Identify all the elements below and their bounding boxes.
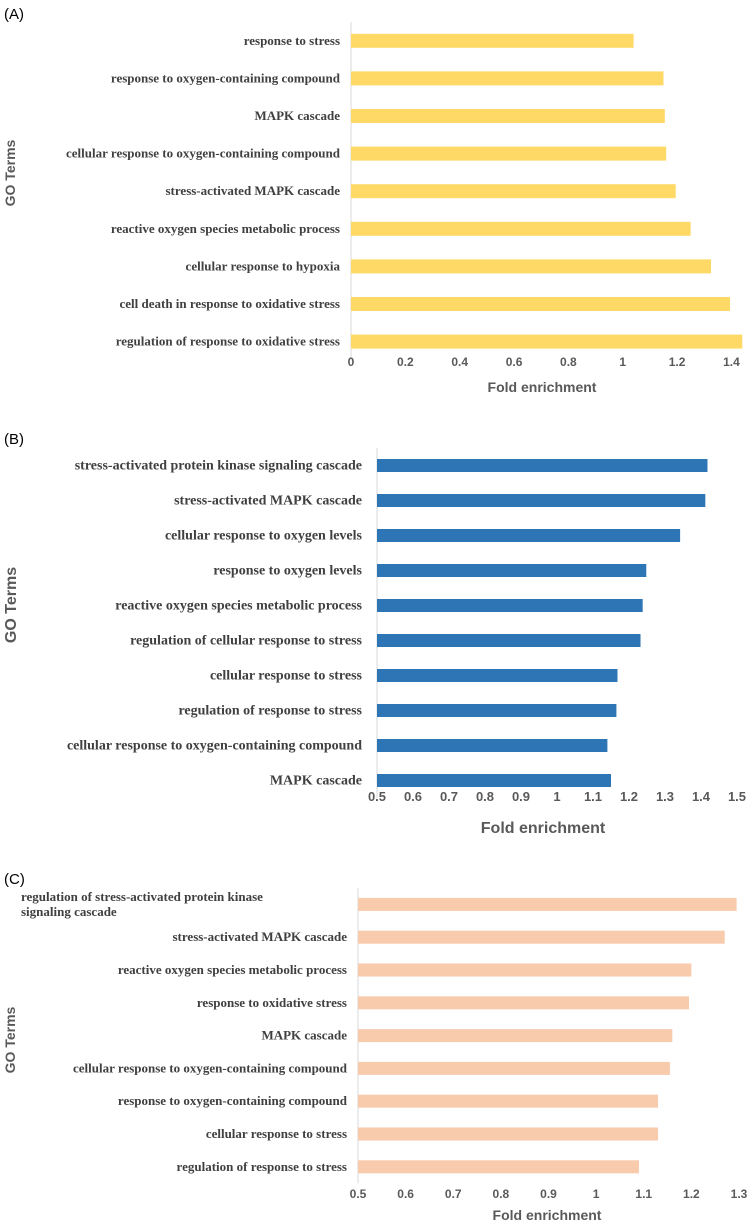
category-label: regulation of response to oxidative stre… xyxy=(116,334,340,349)
bar-cellular-response-to-oxygen-levels xyxy=(377,529,681,542)
x-tick-label: 1.1 xyxy=(584,789,602,804)
bar-cellular-response-to-oxygen-containing-compound xyxy=(377,739,608,752)
x-tick-label: 0.7 xyxy=(445,1187,462,1201)
category-label: regulation of response to stress xyxy=(178,704,362,719)
bar-stress-activated-mapk-cascade xyxy=(377,494,706,507)
category-label: response to oxidative stress xyxy=(197,995,347,1010)
bar-regulation-of-response-to-stress xyxy=(358,1160,639,1174)
bar-stress-activated-mapk-cascade xyxy=(351,184,676,199)
category-label-line: regulation of stress-activated protein k… xyxy=(21,889,263,904)
category-label: stress-activated MAPK cascade xyxy=(173,929,348,944)
x-tick-label: 0.6 xyxy=(397,1187,414,1201)
bar-response-to-oxidative-stress xyxy=(358,996,689,1010)
panel-a-x-axis-title: Fold enrichment xyxy=(488,379,597,395)
bar-response-to-stress xyxy=(351,33,634,48)
x-tick-label: 1.2 xyxy=(620,789,638,804)
category-label: stress-activated MAPK cascade xyxy=(166,183,341,198)
x-tick-label: 0.5 xyxy=(350,1187,367,1201)
bar-stress-activated-mapk-cascade xyxy=(358,930,725,944)
x-tick-label: 1.4 xyxy=(692,789,711,804)
bar-reactive-oxygen-species-metabolic-process xyxy=(351,221,691,236)
category-label: reactive oxygen species metabolic proces… xyxy=(115,599,362,614)
bar-response-to-oxygen-containing-compound xyxy=(351,71,664,86)
panel-b-y-axis-title: GO Terms xyxy=(3,567,20,643)
bar-response-to-oxygen-levels xyxy=(377,564,647,577)
category-label: response to oxygen-containing compound xyxy=(111,70,341,85)
bar-regulation-of-response-to-oxidative-stress xyxy=(351,334,743,349)
category-label: response to oxygen levels xyxy=(213,564,362,579)
bar-cellular-response-to-stress xyxy=(377,669,618,682)
panel-c: (C) GO Terms Fold enrichment regulation … xyxy=(2,871,748,1223)
x-tick-label: 0.9 xyxy=(512,789,530,804)
panel-c-x-axis-title: Fold enrichment xyxy=(493,1207,602,1223)
bar-mapk-cascade xyxy=(377,774,611,787)
panel-c-y-axis-title: GO Terms xyxy=(2,1006,18,1073)
bar-mapk-cascade xyxy=(351,109,665,123)
x-tick-label: 1.1 xyxy=(635,1187,652,1201)
category-label: cellular response to oxygen-containing c… xyxy=(73,1060,348,1075)
bar-cellular-response-to-oxygen-containing-compound xyxy=(351,146,667,161)
bar-mapk-cascade xyxy=(358,1029,673,1043)
category-label: MAPK cascade xyxy=(270,774,362,789)
x-tick-label: 0.6 xyxy=(506,355,523,369)
x-tick-label: 0.6 xyxy=(404,789,422,804)
bar-stress-activated-protein-kinase-signaling-cascade xyxy=(377,459,708,472)
x-tick-label: 1 xyxy=(619,355,626,369)
category-label: MAPK cascade xyxy=(254,108,340,123)
panel-b: (B) GO Terms Fold enrichment stress-acti… xyxy=(3,431,746,837)
x-tick-label: 1 xyxy=(553,789,560,804)
x-tick-label: 1.5 xyxy=(728,789,746,804)
category-label: cell death in response to oxidative stre… xyxy=(119,296,340,311)
x-tick-label: 0.2 xyxy=(397,355,414,369)
category-label: reactive oxygen species metabolic proces… xyxy=(118,962,347,977)
category-label: regulation of response to stress xyxy=(177,1159,347,1174)
panel-b-label: (B) xyxy=(4,431,24,448)
x-tick-label: 0 xyxy=(348,355,355,369)
category-label: response to oxygen-containing compound xyxy=(118,1093,348,1108)
x-tick-label: 0.8 xyxy=(493,1187,510,1201)
category-label: cellular response to stress xyxy=(210,669,363,684)
category-label: cellular response to oxygen-containing c… xyxy=(66,146,341,161)
x-tick-label: 1.2 xyxy=(683,1187,700,1201)
bar-reactive-oxygen-species-metabolic-process xyxy=(377,599,643,612)
x-tick-label: 0.9 xyxy=(540,1187,557,1201)
x-tick-label: 0.8 xyxy=(560,355,577,369)
x-tick-label: 0.7 xyxy=(440,789,458,804)
panel-a-label: (A) xyxy=(4,6,24,23)
category-label: stress-activated MAPK cascade xyxy=(174,494,362,509)
category-label: cellular response to oxygen levels xyxy=(165,529,363,544)
category-label: reactive oxygen species metabolic proces… xyxy=(111,221,340,236)
x-tick-label: 0.5 xyxy=(368,789,386,804)
bar-response-to-oxygen-containing-compound xyxy=(358,1094,659,1108)
bar-regulation-of-cellular-response-to-stress xyxy=(377,634,641,647)
category-label: regulation of stress-activated protein k… xyxy=(21,889,263,919)
x-tick-label: 0.8 xyxy=(476,789,494,804)
category-label: cellular response to hypoxia xyxy=(186,258,341,273)
x-tick-label: 1.4 xyxy=(723,355,740,369)
category-label: cellular response to stress xyxy=(206,1126,347,1141)
category-label: cellular response to oxygen-containing c… xyxy=(67,739,362,754)
x-tick-label: 1 xyxy=(593,1187,600,1201)
panel-c-label: (C) xyxy=(4,871,25,888)
bar-regulation-of-response-to-stress xyxy=(377,704,617,717)
bar-cellular-response-to-stress xyxy=(358,1127,659,1141)
panel-b-x-axis-title: Fold enrichment xyxy=(481,820,606,837)
category-label: response to stress xyxy=(244,33,340,48)
category-label: regulation of cellular response to stres… xyxy=(130,634,362,649)
category-label-line: signaling cascade xyxy=(21,904,117,919)
bar-reactive-oxygen-species-metabolic-process xyxy=(358,963,692,977)
bar-regulation-of-stress-activated-protein-kinase-signaling-cascade xyxy=(358,897,737,911)
panel-a-y-axis-title: GO Terms xyxy=(2,139,18,206)
x-tick-label: 1.2 xyxy=(669,355,686,369)
x-tick-label: 1.3 xyxy=(656,789,674,804)
bar-cellular-response-to-hypoxia xyxy=(351,259,712,274)
bar-cellular-response-to-oxygen-containing-compound xyxy=(358,1061,670,1075)
category-label: MAPK cascade xyxy=(261,1028,347,1043)
category-label: stress-activated protein kinase signalin… xyxy=(75,459,362,474)
x-tick-label: 0.4 xyxy=(451,355,468,369)
panel-a: (A) GO Terms Fold enrichment response to… xyxy=(2,6,743,395)
x-tick-label: 1.3 xyxy=(731,1187,748,1201)
bar-cell-death-in-response-to-oxidative-stress xyxy=(351,297,731,311)
